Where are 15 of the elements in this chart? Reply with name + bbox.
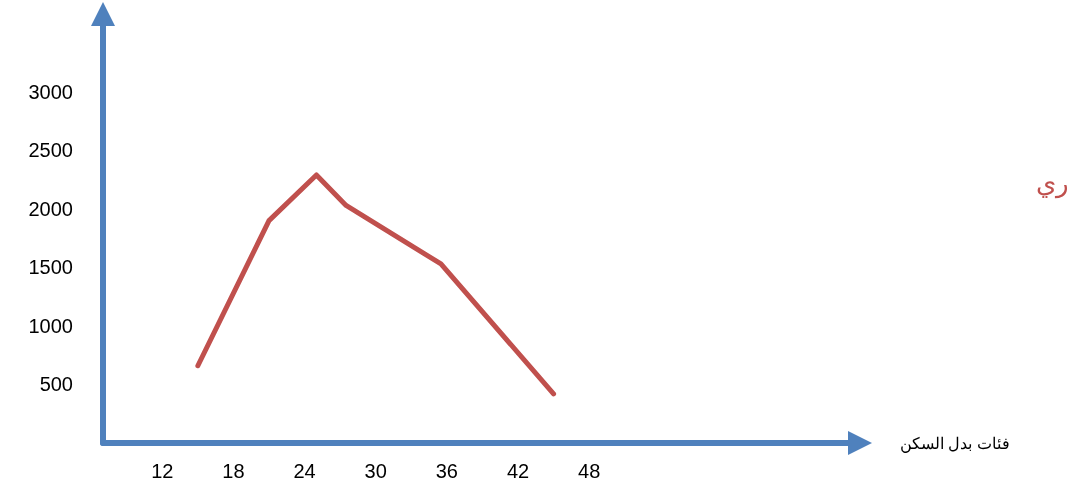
x-tick-label: 24: [293, 460, 316, 482]
x-tick-label: 12: [151, 460, 174, 482]
y-tick-label: 2000: [28, 197, 73, 220]
y-tick-label: 500: [39, 373, 73, 396]
x-tick-label: 48: [578, 460, 601, 482]
y-tick-label: 3000: [28, 80, 73, 103]
y-tick-label: 2500: [28, 139, 73, 162]
y-tick-label: 1500: [28, 256, 73, 279]
x-tick-label: 36: [435, 460, 458, 482]
y-tick-label: 1000: [28, 314, 73, 337]
text: ري: [1036, 168, 1069, 199]
x-tick-label: 42: [506, 460, 530, 482]
x-axis-title: فئات بدل السكن: [900, 434, 1010, 453]
x-tick-label: 30: [364, 460, 387, 482]
x-tick-label: 18: [222, 460, 245, 482]
